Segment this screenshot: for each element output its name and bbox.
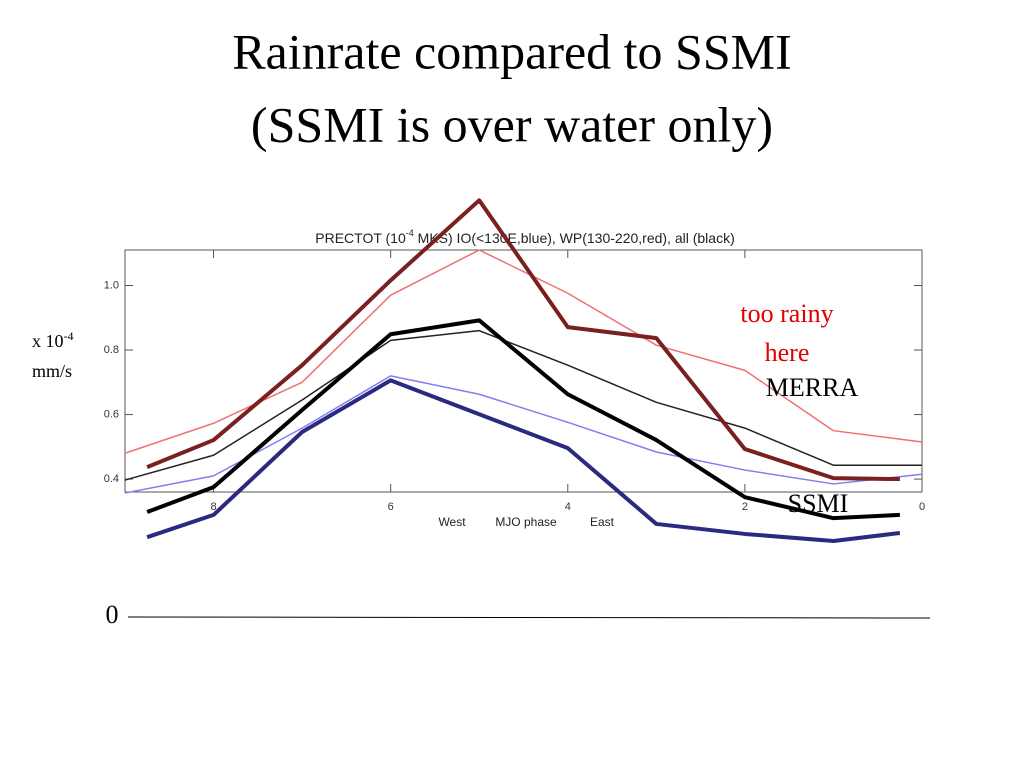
x-tick-label: 6 [388, 501, 394, 513]
x-tick-label: 4 [565, 501, 571, 513]
series-line [146, 318, 900, 521]
x-label: MJO phase [495, 515, 557, 529]
annotation: SSMI [788, 489, 849, 518]
series-line [124, 329, 922, 481]
y-tick-label: 0.8 [104, 344, 119, 356]
y-tick-label: 0.4 [104, 473, 119, 485]
slide-title: Rainrate compared to SSMI [232, 23, 792, 79]
plot-frame [124, 249, 923, 493]
zero-line [127, 616, 931, 619]
x-tick-label: 8 [210, 501, 216, 513]
x-label-east: East [590, 515, 615, 529]
annotation: here [765, 338, 810, 367]
annotation: MERRA [766, 373, 859, 402]
annotation: too rainy [740, 299, 833, 328]
x-label-west: West [438, 515, 466, 529]
x-tick-label: 2 [742, 501, 748, 513]
y-tick-label: 0.6 [104, 408, 119, 420]
series-line [146, 198, 900, 482]
y-label: x 10-4 [32, 329, 74, 351]
chart-title: PRECTOT (10-4 MKS) IO(<130E,blue), WP(13… [315, 228, 735, 245]
zero-label: 0 [106, 600, 119, 629]
x-tick-label: 0 [919, 501, 925, 513]
y-label-unit: mm/s [32, 361, 72, 381]
series-line [146, 378, 901, 544]
series-line [124, 375, 923, 494]
slide-title: (SSMI is over water only) [251, 96, 773, 152]
y-tick-label: 1.0 [104, 279, 119, 291]
